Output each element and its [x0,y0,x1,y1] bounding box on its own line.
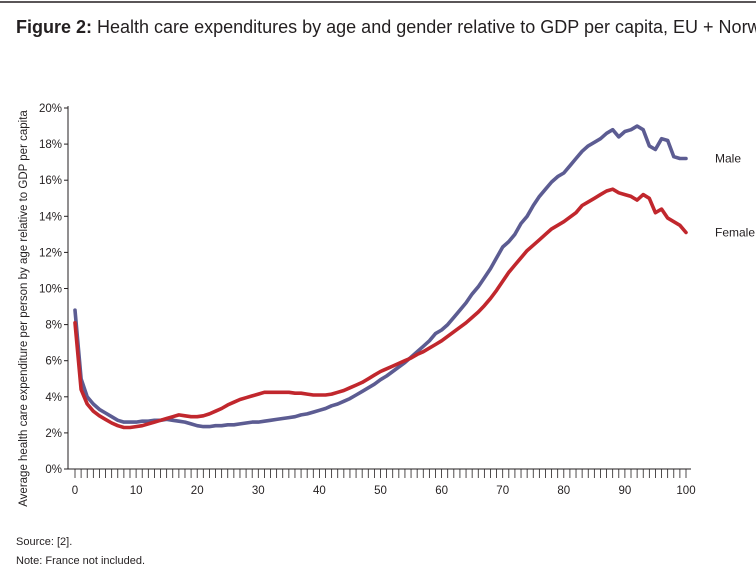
figure-note: Note: France not included. [16,555,145,567]
y-tick-label: 16% [39,175,62,187]
y-tick-label: 10% [39,284,62,296]
x-tick-label: 70 [496,485,509,497]
x-tick-label: 0 [72,485,78,497]
x-tick-label: 90 [619,485,632,497]
x-tick-label: 40 [313,485,326,497]
y-tick-label: 0% [45,464,62,476]
y-tick-label: 20% [39,103,62,115]
figure-source: Source: [2]. [16,536,72,548]
y-tick-label: 12% [39,247,62,259]
figure-title: Figure 2: Health care expenditures by ag… [16,17,756,37]
x-tick-label: 20 [191,485,204,497]
plot-area: 0% 2% 4% 6% 8% 10% 12% 14% 16% 18% 20% 0 10 20 30 40 50 6… [18,103,755,507]
series-line-male [73,124,688,429]
figure-title-prefix: Figure 2: [16,17,92,37]
y-tick-label: 14% [39,211,62,223]
y-tick-label: 8% [45,320,62,332]
x-tick-label: 100 [676,485,695,497]
x-tick-label: 50 [374,485,387,497]
series-label-male: Male [715,152,741,166]
series-line-female [73,187,688,430]
x-tick-label: 30 [252,485,265,497]
x-tick-label: 60 [435,485,448,497]
y-tick-label: 6% [45,356,62,368]
y-tick-label: 4% [45,392,62,404]
y-tick-label: 2% [45,428,62,440]
x-tick-label: 10 [130,485,143,497]
series-label-female: Female [715,226,755,240]
y-tick-label: 18% [39,139,62,151]
figure-title-text: Health care expenditures by age and gend… [92,17,756,37]
y-axis-title: Average health care expenditure per pers… [18,110,30,507]
x-tick-label: 80 [557,485,570,497]
